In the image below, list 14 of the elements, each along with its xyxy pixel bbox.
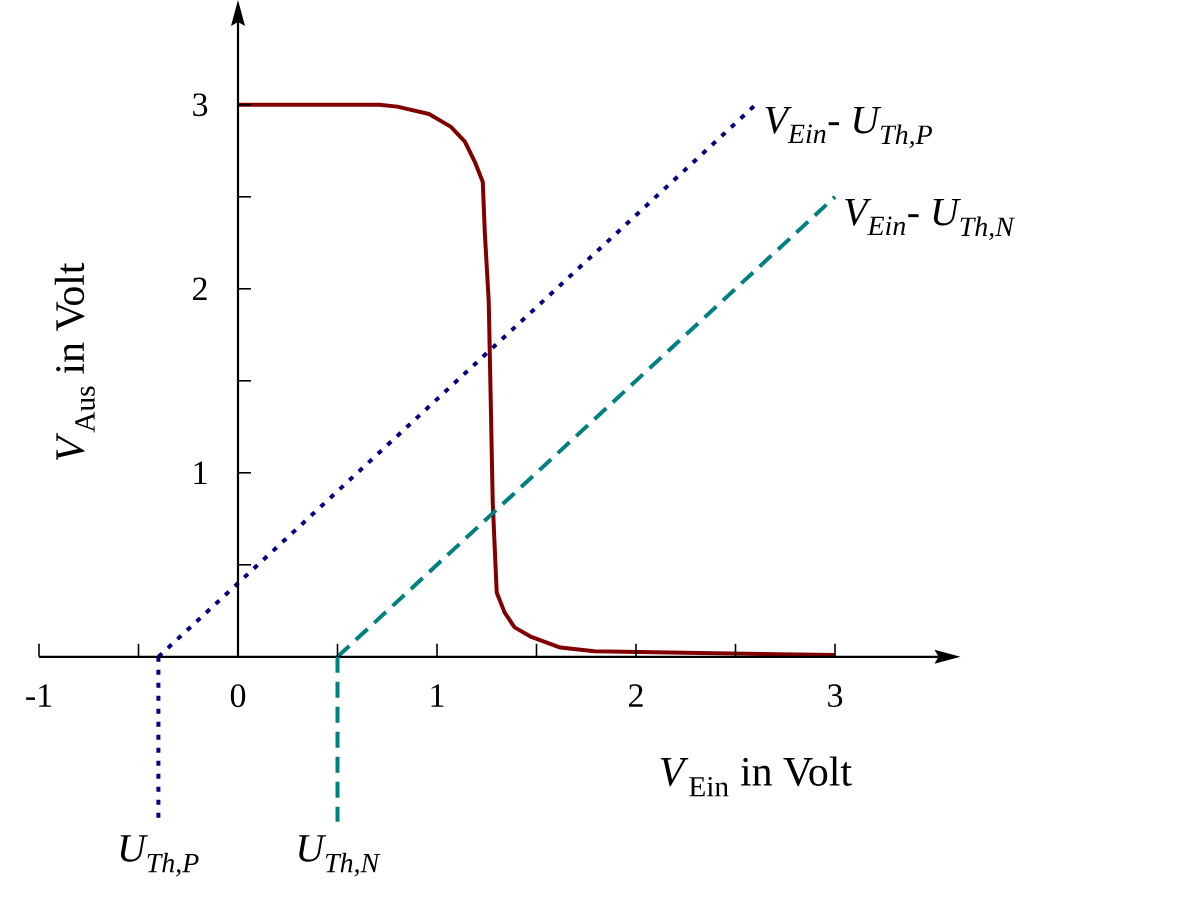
x-tick-label: 2 <box>629 684 643 707</box>
series-label: V$_{Ein}$- U$_{Th,N}$ <box>845 199 1016 241</box>
y-axis-title: V$_{Aus}$ in Volt <box>54 262 95 461</box>
series-label: V$_{Ein}$- U$_{Th,P}$ <box>765 107 932 149</box>
y-tick-label: 2 <box>193 277 207 301</box>
x-tick-label: -1 <box>26 684 52 707</box>
ref-line-label: U$_{Th,N}$ <box>299 835 381 877</box>
x-tick-label: 1 <box>431 684 444 707</box>
ref-line-label: U$_{Th,P}$ <box>120 835 199 877</box>
y-tick-label: 3 <box>193 93 208 117</box>
y-tick-label: 1 <box>194 461 207 485</box>
x-axis-title: V$_{Ein}$ in Volt <box>660 756 852 797</box>
x-tick-label: 0 <box>230 684 246 708</box>
x-tick-label: 3 <box>828 684 843 708</box>
